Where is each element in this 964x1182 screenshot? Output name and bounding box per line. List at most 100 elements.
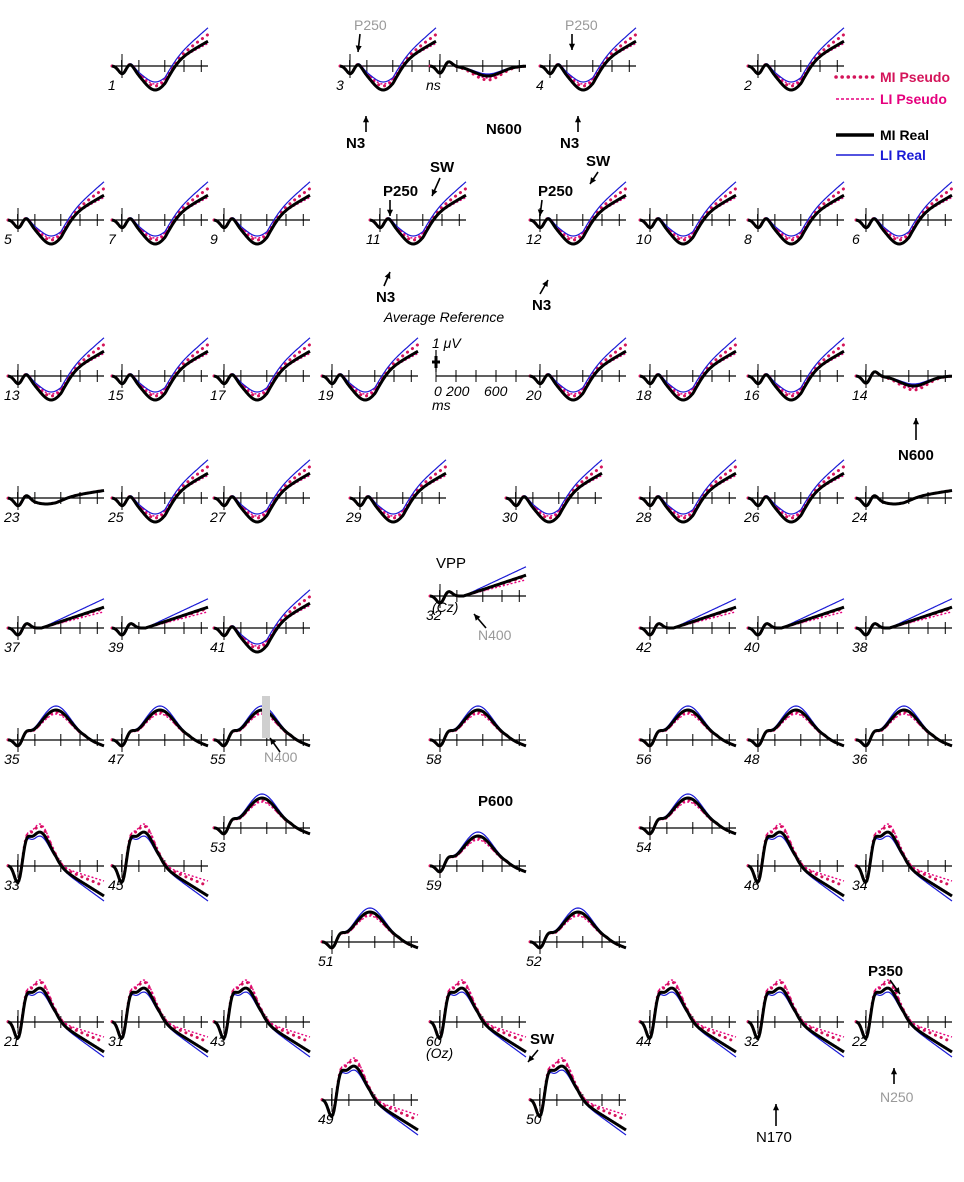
p250-label: P250 <box>565 17 598 33</box>
electrode-number: 14 <box>852 387 868 403</box>
mi-real-trace <box>747 708 845 748</box>
mi-real-trace <box>349 471 447 524</box>
electrode-number: 32 <box>426 607 442 623</box>
electrode-panel: 40 <box>744 598 846 655</box>
electrode-number: 18 <box>636 387 652 403</box>
mi-real-trace <box>213 471 311 524</box>
mi-real-trace <box>213 601 311 654</box>
amplitude-label: 1 μV <box>432 335 462 351</box>
electrode-panel: 1 <box>108 27 210 93</box>
vpp-label: VPP <box>436 555 466 572</box>
electrode-panel: 45 <box>108 823 210 902</box>
electrode-number: 21 <box>3 1033 20 1049</box>
n3-label: N3 <box>560 135 579 152</box>
mi-real-trace <box>7 830 105 898</box>
mi-real-trace <box>429 573 527 605</box>
electrode-number: 19 <box>318 387 334 403</box>
mi-real-trace <box>7 349 105 402</box>
mi-pseudo-trace <box>6 343 106 398</box>
electrode-panel: 23 <box>3 486 106 525</box>
electrode-panel: 7 <box>108 181 210 247</box>
electrode-number: 32 <box>744 1033 760 1049</box>
electrode-number: 33 <box>4 877 20 893</box>
mi-pseudo-trace <box>854 187 954 242</box>
mi-real-trace <box>111 708 209 748</box>
electrode-panel: 15 <box>108 337 210 403</box>
li-real-trace <box>111 337 209 393</box>
electrode-panel: 6 <box>852 181 954 247</box>
annotation-arrowhead <box>362 116 370 123</box>
electrode-number: 31 <box>108 1033 124 1049</box>
mi-real-trace <box>747 193 845 246</box>
electrode-number: 3 <box>336 77 344 93</box>
li-real-trace <box>111 459 209 515</box>
li-real-trace <box>213 459 311 515</box>
scale-tick-label: 0 <box>434 383 442 399</box>
p250-label: P250 <box>383 183 418 200</box>
mi-real-trace <box>639 796 737 836</box>
electrode-number: 55 <box>210 751 226 767</box>
annotation-arrowhead <box>386 209 394 216</box>
electrode-panel: 60 <box>426 979 528 1058</box>
mi-real-trace <box>747 830 845 898</box>
electrode-panel: 4 <box>536 27 638 93</box>
electrode-number: 40 <box>744 639 760 655</box>
electrode-panel: 42 <box>636 598 738 655</box>
li-real-trace <box>639 181 737 237</box>
mi-real-trace <box>529 349 627 402</box>
electrode-panel: 47 <box>108 705 210 767</box>
mi-real-trace <box>321 910 419 950</box>
mi-pseudo-trace <box>212 343 312 398</box>
cz-sublabel: (Cz) <box>432 599 458 615</box>
electrode-number: 7 <box>108 231 117 247</box>
electrode-number: 58 <box>426 751 442 767</box>
mi-pseudo-trace <box>6 187 106 242</box>
mi-real-trace <box>855 830 953 898</box>
electrode-number: 37 <box>4 639 21 655</box>
electrode-panel: 34 <box>852 823 954 902</box>
electrode-panel: 56 <box>636 705 738 767</box>
electrode-number: 60 <box>426 1033 442 1049</box>
mi-real-trace <box>529 193 627 246</box>
mi-real-trace <box>639 605 737 637</box>
legend-label: MI Pseudo <box>880 69 950 85</box>
mi-real-trace <box>7 193 105 246</box>
electrode-panel: 35 <box>4 705 106 767</box>
annotation-arrowhead <box>568 43 576 50</box>
mi-real-trace <box>639 349 737 402</box>
annotation-arrowhead <box>893 987 900 994</box>
electrode-number: 15 <box>108 387 124 403</box>
mi-real-trace <box>321 1064 419 1132</box>
mi-real-trace <box>111 39 209 92</box>
annotation-arrowhead <box>431 189 438 196</box>
n400-window <box>262 696 270 738</box>
electrode-panel: 31 <box>108 979 210 1058</box>
mi-real-trace <box>111 986 209 1054</box>
li-real-trace <box>539 27 637 83</box>
mi-real-trace <box>639 986 737 1054</box>
mi-real-trace <box>539 39 637 92</box>
n3-label: N3 <box>376 289 395 306</box>
electrode-number: 6 <box>852 231 860 247</box>
electrode-panel: 9 <box>210 181 312 247</box>
legend: MI Pseudo LI Pseudo MI Real LI Real <box>834 69 950 163</box>
electrode-number: 5 <box>4 231 12 247</box>
annotation-arrowhead <box>542 280 548 287</box>
n600-label: N600 <box>486 121 522 138</box>
annotation-arrowhead <box>772 1104 780 1111</box>
scale-unit: ms <box>432 397 451 413</box>
electrode-panel: 24 <box>851 486 954 525</box>
mi-real-trace <box>639 193 737 246</box>
mi-pseudo-trace <box>638 187 738 242</box>
mi-pseudo-trace <box>110 187 210 242</box>
annotation-arrowhead <box>384 272 391 279</box>
mi-pseudo-trace <box>320 343 420 398</box>
li-real-trace <box>747 181 845 237</box>
electrode-number: 4 <box>536 77 544 93</box>
electrode-panel: 30 <box>502 459 604 525</box>
mi-real-trace <box>7 605 105 637</box>
mi-real-trace <box>529 1064 627 1132</box>
electrode-panel: 50 <box>526 1057 628 1136</box>
mi-real-trace <box>747 471 845 524</box>
